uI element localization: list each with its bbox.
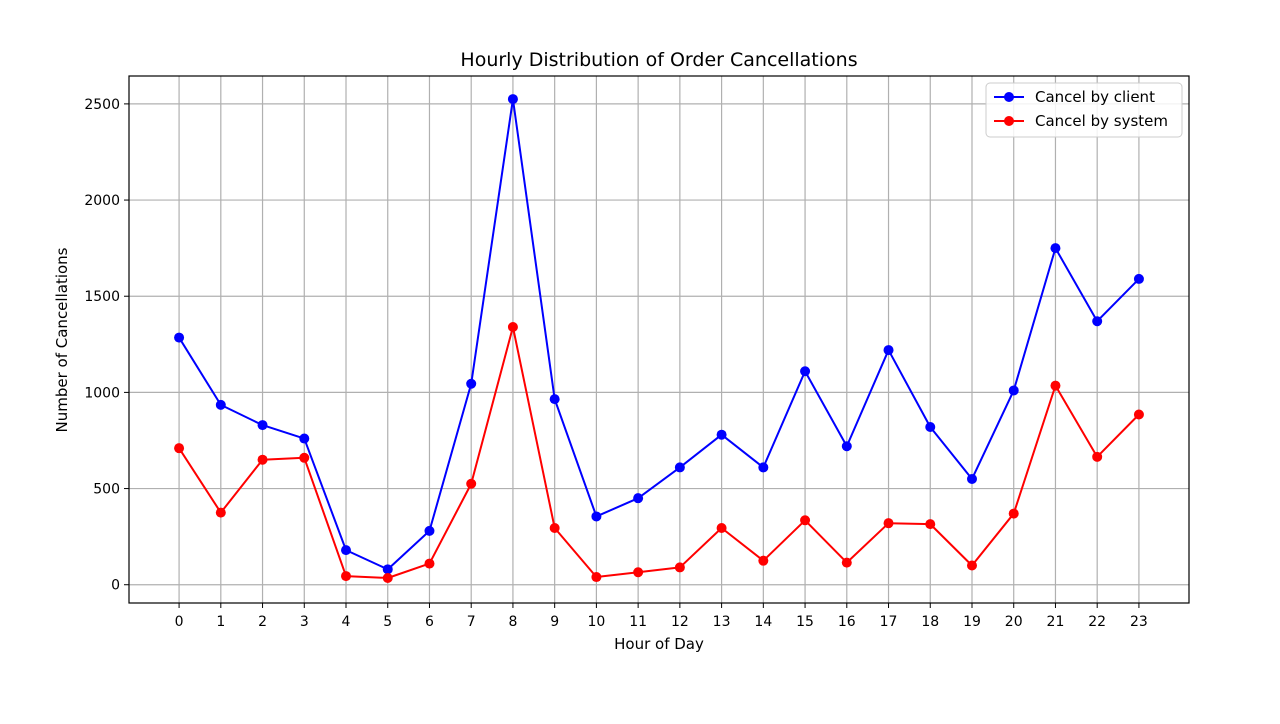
data-point-cancel-by-system: [424, 558, 435, 569]
x-tick-label: 23: [1130, 614, 1148, 630]
axes: 0 1 2 3 4 5 6 7 8 9 10 11 12 13 14 15 16 17 18 19 20 21 22 2305…: [84, 97, 1147, 630]
data-point-cancel-by-client: [215, 399, 226, 410]
data-point-cancel-by-client: [800, 366, 811, 377]
data-point-cancel-by-client: [174, 332, 185, 343]
data-point-cancel-by-system: [549, 522, 560, 533]
x-tick-label: 5: [383, 614, 392, 630]
x-tick-label: 22: [1088, 614, 1106, 630]
data-point-cancel-by-client: [549, 394, 560, 405]
data-point-cancel-by-system: [1008, 508, 1019, 519]
legend: Cancel by client Cancel by system: [985, 82, 1183, 138]
x-tick-label: 21: [1047, 614, 1065, 630]
y-tick-label: 0: [111, 578, 120, 594]
y-axis-label: Number of Cancellations: [53, 247, 71, 432]
data-point-cancel-by-client: [1092, 316, 1103, 327]
data-point-cancel-by-system: [299, 452, 310, 463]
x-tick-label: 4: [342, 614, 351, 630]
x-tick-label: 12: [671, 614, 689, 630]
legend-box: [985, 82, 1183, 138]
legend-marker: [1004, 92, 1014, 102]
data-point-cancel-by-client: [716, 429, 727, 440]
data-point-cancel-by-client: [341, 545, 352, 556]
data-point-cancel-by-client: [466, 378, 477, 389]
x-tick-label: 2: [258, 614, 267, 630]
data-point-cancel-by-system: [1050, 380, 1061, 391]
y-tick-label: 1000: [84, 385, 120, 401]
data-point-cancel-by-client: [925, 422, 936, 433]
x-tick-label: 0: [175, 614, 184, 630]
chart-title: Hourly Distribution of Order Cancellatio…: [460, 49, 857, 71]
x-tick-label: 20: [1005, 614, 1023, 630]
legend-label: Cancel by client: [1035, 88, 1155, 106]
x-tick-label: 9: [550, 614, 559, 630]
x-tick-label: 17: [880, 614, 898, 630]
data-point-cancel-by-system: [591, 572, 602, 583]
data-point-cancel-by-system: [466, 478, 477, 489]
x-tick-label: 7: [467, 614, 476, 630]
data-point-cancel-by-client: [758, 462, 769, 473]
data-point-cancel-by-system: [1133, 409, 1144, 420]
series-line-cancel-by-system: [178, 325, 1140, 579]
data-point-cancel-by-client: [674, 462, 685, 473]
data-point-cancel-by-client: [1050, 243, 1061, 254]
y-tick-label: 500: [93, 482, 120, 498]
data-point-cancel-by-client: [424, 525, 435, 536]
x-tick-label: 19: [963, 614, 981, 630]
y-tick-label: 2000: [84, 193, 120, 209]
x-tick-label: 3: [300, 614, 309, 630]
x-tick-label: 6: [425, 614, 434, 630]
data-point-cancel-by-system: [758, 555, 769, 566]
data-point-cancel-by-client: [591, 511, 602, 522]
x-tick-label: 10: [587, 614, 605, 630]
data-point-cancel-by-system: [800, 515, 811, 526]
data-point-cancel-by-system: [674, 562, 685, 573]
y-tick-label: 1500: [84, 289, 120, 305]
data-point-cancel-by-client: [1008, 385, 1019, 396]
series-lines: [174, 94, 1144, 583]
data-point-cancel-by-system: [716, 522, 727, 533]
data-point-cancel-by-client: [382, 564, 393, 575]
data-point-cancel-by-system: [925, 519, 936, 530]
data-point-cancel-by-system: [883, 518, 894, 529]
x-tick-label: 18: [921, 614, 939, 630]
data-point-cancel-by-system: [215, 507, 226, 518]
plot-frame: [128, 75, 1190, 604]
data-point-cancel-by-client: [257, 420, 268, 431]
data-point-cancel-by-client: [966, 473, 977, 484]
data-point-cancel-by-client: [841, 441, 852, 452]
data-point-cancel-by-client: [883, 345, 894, 356]
legend-marker: [1004, 116, 1014, 126]
legend-label: Cancel by system: [1035, 112, 1168, 130]
data-point-cancel-by-system: [382, 572, 393, 583]
x-tick-label: 14: [754, 614, 772, 630]
x-tick-label: 15: [796, 614, 814, 630]
grid-lines: [129, 76, 1189, 603]
data-point-cancel-by-client: [1133, 273, 1144, 284]
x-tick-label: 11: [629, 614, 647, 630]
data-point-cancel-by-system: [341, 571, 352, 582]
data-point-cancel-by-client: [633, 493, 644, 504]
data-point-cancel-by-system: [966, 560, 977, 571]
data-point-cancel-by-system: [257, 454, 268, 465]
x-tick-label: 1: [216, 614, 225, 630]
x-tick-label: 8: [508, 614, 517, 630]
data-point-cancel-by-system: [174, 443, 185, 454]
data-point-cancel-by-system: [633, 567, 644, 578]
x-axis-label: Hour of Day: [614, 635, 704, 653]
y-tick-label: 2500: [84, 97, 120, 113]
data-point-cancel-by-system: [507, 321, 518, 332]
data-point-cancel-by-client: [507, 94, 518, 105]
data-point-cancel-by-client: [299, 433, 310, 444]
series-line-cancel-by-client: [178, 98, 1140, 571]
x-tick-label: 13: [713, 614, 731, 630]
data-point-cancel-by-system: [1092, 451, 1103, 462]
x-tick-label: 16: [838, 614, 856, 630]
data-point-cancel-by-system: [841, 557, 852, 568]
